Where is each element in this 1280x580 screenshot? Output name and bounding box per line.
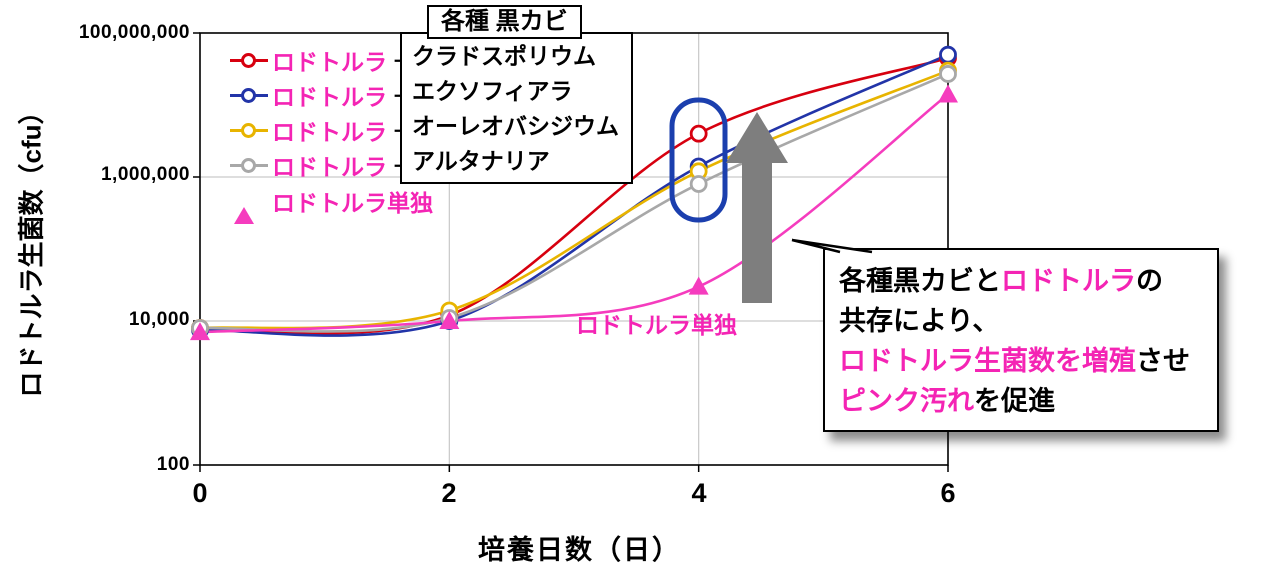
x-tick-label: 6 [940, 478, 956, 508]
callout-line-1: 各種黒カビとロドトルラの [839, 261, 1203, 301]
marker-triangle-pink [688, 276, 709, 295]
marker-circle-red [689, 124, 708, 143]
y-tick-label: 100 [156, 454, 190, 475]
legend-item-solo: ロドトルラ単独 [228, 183, 433, 224]
legend-mold-name: クラドスポリウム [412, 43, 596, 69]
legend-solo-label: ロドトルラ単独 [272, 189, 433, 216]
marker-circle-gray [939, 65, 957, 83]
callout-line-3: ロドトルラ生菌数を増殖させ [839, 341, 1203, 381]
legend-title: 各種 黒カビ [427, 5, 582, 39]
legend-series-prefix: ロドトルラ [272, 153, 387, 180]
marker-triangle-pink [439, 311, 460, 329]
series-marker-pink [228, 189, 272, 224]
y-tick-label: 1,000,000 [100, 164, 190, 185]
x-tick-label: 2 [441, 478, 457, 508]
mold-names-box: クラドスポリウム エクソフィアラ オーレオバシジウム アルタナリア [400, 32, 633, 184]
legend-item: ロドトルラ ＋ [228, 42, 419, 77]
callout-text-highlight: ロドトルラ [1001, 266, 1136, 296]
callout-text: させ [1136, 346, 1190, 376]
y-axis-title: ロドトルラ生菌数（cfu） [16, 98, 47, 398]
marker-triangle-pink [938, 84, 958, 103]
callout-text: 各種黒カビと [839, 266, 1001, 296]
y-tick-label: 10,000 [128, 309, 190, 330]
series-line-red [199, 56, 949, 335]
series-marker-blue [228, 84, 272, 106]
callout-text: 共存により、 [839, 306, 1000, 336]
y-tick-label: 100,000,000 [78, 22, 190, 43]
callout-text: を促進 [974, 386, 1055, 416]
callout-box: 各種黒カビとロドトルラの 共存により、 ロドトルラ生菌数を増殖させ ピンク汚れを… [823, 248, 1219, 432]
x-axis-title: 培養日数（日） [478, 535, 681, 565]
marker-circle-gray [689, 175, 708, 193]
highlight-oval [669, 97, 728, 223]
legend-series-prefix: ロドトルラ [272, 48, 387, 75]
legend-series-prefix: ロドトルラ [272, 83, 387, 110]
callout-pointer [791, 238, 873, 254]
legend-item: ロドトルラ ＋ [228, 112, 419, 147]
legend-mold-name: オーレオバシジウム [412, 113, 619, 139]
legend-item: ロドトルラ ＋ [228, 147, 419, 182]
series-marker-red [228, 49, 272, 71]
series-line-blue [199, 53, 949, 337]
marker-circle-blue [939, 45, 957, 64]
solo-curve-label: ロドトルラ単独 [576, 312, 737, 338]
x-tick-label: 0 [192, 478, 208, 508]
legend-item: ロドトルラ ＋ [228, 77, 419, 112]
callout-text-highlight: ロドトルラ生菌数を増殖 [839, 346, 1136, 376]
legend-triangle-marker [234, 189, 254, 224]
callout-line-4: ピンク汚れを促進 [839, 381, 1203, 421]
marker-triangle-pink [190, 322, 210, 341]
up-arrow [726, 112, 788, 303]
legend-circle-marker [241, 87, 256, 103]
legend-mold-name: エクソフィアラ [412, 78, 573, 104]
legend-circle-marker [241, 122, 256, 138]
callout-pointer-outline [791, 238, 873, 254]
legend-circle-marker [241, 52, 256, 68]
legend-series-prefix: ロドトルラ [272, 118, 387, 145]
series-line-gray [199, 72, 949, 333]
x-tick-label: 4 [691, 478, 707, 508]
series-marker-gray [228, 154, 272, 176]
legend-circle-marker [241, 157, 256, 173]
legend: ロドトルラ ＋ ロドトルラ ＋ ロドトルラ ＋ ロドトルラ ＋ ロドトルラ単独 [228, 42, 433, 224]
legend-mold-name: アルタナリア [412, 148, 550, 174]
callout-line-2: 共存により、 [839, 301, 1203, 341]
series-line-pink [199, 93, 949, 334]
series-marker-yellow [228, 119, 272, 141]
callout-text: の [1136, 266, 1163, 296]
callout-text-highlight: ピンク汚れ [839, 386, 974, 416]
